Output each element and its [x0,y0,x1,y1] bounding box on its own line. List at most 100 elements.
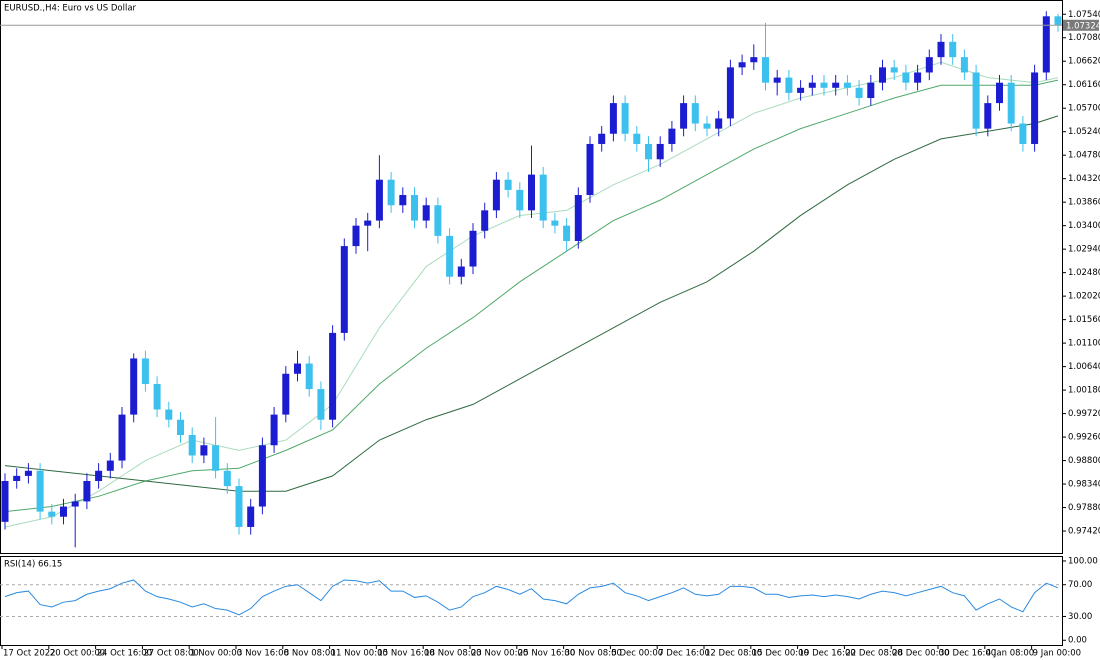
candle-body [469,230,477,267]
candle-body [457,266,465,277]
y-tick-label: 1.06160 [1068,80,1100,90]
x-tick-label: 11 Nov 00:00 [331,649,388,659]
candle-body [633,133,641,144]
y-tick-label: 1.00640 [1068,362,1100,372]
x-tick-label: 17 Oct 2022 [3,649,56,659]
candle-body [574,195,582,241]
candle-body [399,195,407,206]
x-tick-label: 30 Nov 08:00 [565,649,622,659]
candle-body [703,123,711,129]
x-tick-label: 22 Dec 08:00 [845,649,902,659]
candle-body [106,460,114,471]
y-tick-label: 1.03860 [1068,198,1100,208]
y-tick-label: 0.99260 [1068,433,1100,443]
candle-body [563,225,571,241]
y-tick-label: 1.01100 [1068,339,1100,349]
y-tick-label: 1.05240 [1068,127,1100,137]
moving-average [4,79,1059,513]
candle-body [586,143,594,196]
x-tick-label: 5 Dec 00:00 [611,649,663,659]
y-tick-label: 0.97420 [1068,527,1100,537]
candle-body [785,77,793,93]
y-tick-label: 1.06620 [1068,57,1100,67]
rsi-title: RSI(14) 66.15 [4,560,62,570]
candle-body [258,445,266,507]
x-tick-label: 1 Nov 00:00 [190,649,242,659]
candle-body [352,225,360,247]
y-tick-label: 1.04320 [1068,174,1100,184]
candle-body [996,82,1003,104]
candle-body [773,77,781,83]
y-tick-label: 30.00 [1068,612,1092,622]
candle-body [609,103,617,134]
x-tick-label: 3 Nov 16:00 [237,649,289,659]
x-tick-label: 9 Jan 00:00 [1033,649,1081,659]
candle-body [36,470,44,512]
candle-body [843,82,851,88]
candle-body [387,179,395,206]
candle-body [223,470,231,487]
candle-body [83,480,91,502]
candle-body [200,445,208,456]
candle-body [504,179,512,190]
candle-body [925,57,933,73]
y-tick-label: 1.02480 [1068,268,1100,278]
x-tick-label: 15 Dec 00:00 [752,649,809,659]
y-tick-label: 100.00 [1068,556,1098,566]
y-tick-label: 0.98800 [1068,456,1100,466]
candle-body [820,82,828,88]
x-tick-label: 24 Oct 16:00 [97,649,152,659]
x-tick-label: 8 Nov 08:00 [284,649,336,659]
candle-body [680,103,688,129]
y-tick-label: 0.98340 [1068,480,1100,490]
x-tick-label: 23 Nov 00:00 [471,649,528,659]
x-tick-label: 15 Nov 16:00 [377,649,434,659]
candle-body [153,383,161,410]
candle-body [364,220,372,226]
rsi-line [4,579,1059,616]
candle-body [1054,16,1062,26]
candle-body [937,41,945,58]
last-price-box [1063,19,1099,31]
candle-body [598,133,606,144]
candle-body [340,246,348,333]
y-tick-label: 1.01560 [1068,315,1100,325]
last-price-label: 1.07324 [1066,21,1100,31]
candle-body [832,82,840,88]
y-tick-label: 1.05700 [1068,104,1100,114]
x-tick-label: 30 Dec 16:00 [939,649,996,659]
candle-body [118,414,126,461]
candle-body [726,67,734,119]
candle-body [60,506,67,517]
candle-body [165,409,173,420]
candle-body [411,195,418,221]
candle-body [305,363,313,390]
x-tick-label: 19 Dec 16:00 [799,649,856,659]
candle-body [984,103,992,129]
candle-body [422,205,430,221]
candle-body [855,87,863,99]
y-tick-label: 1.02940 [1068,245,1100,255]
candle-body [212,445,220,471]
candle-body [247,506,255,527]
candle-body [668,128,676,144]
candle-body [867,82,875,99]
candle-body [621,103,629,134]
candle-body [71,501,79,507]
candle-body [141,358,149,384]
y-tick-label: 1.07080 [1068,33,1100,43]
candle-body [177,419,184,436]
y-tick-label: 1.07540 [1068,10,1100,20]
rsi-frame [0,556,1063,646]
y-tick-label: 1.04780 [1068,151,1100,161]
candle-body [890,67,898,73]
x-tick-label: 25 Nov 16:00 [518,649,575,659]
candle-body [808,82,816,88]
candle-body [1042,16,1050,73]
x-tick-label: 18 Nov 08:00 [424,649,481,659]
candle-body [539,174,547,221]
candle-body [1019,123,1027,144]
candle-body [235,486,243,527]
x-tick-label: 20 Oct 00:00 [50,649,105,659]
candle-body [13,475,21,481]
